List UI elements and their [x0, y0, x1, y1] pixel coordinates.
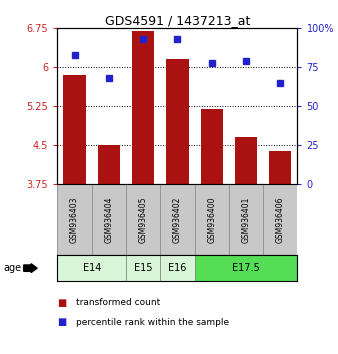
Text: transformed count: transformed count: [76, 298, 160, 307]
Text: E16: E16: [168, 263, 187, 273]
Bar: [132, 31, 154, 184]
Text: E15: E15: [134, 263, 152, 273]
Text: GSM936406: GSM936406: [276, 196, 285, 243]
Bar: [235, 137, 257, 184]
Bar: [64, 75, 86, 184]
Text: GSM936400: GSM936400: [207, 196, 216, 243]
Bar: [269, 152, 291, 184]
Bar: [57, 255, 126, 281]
Text: percentile rank within the sample: percentile rank within the sample: [76, 318, 229, 327]
Text: ■: ■: [57, 298, 67, 308]
Bar: [200, 109, 223, 184]
Text: ■: ■: [57, 317, 67, 327]
Text: E17.5: E17.5: [232, 263, 260, 273]
Text: E14: E14: [82, 263, 101, 273]
Bar: [98, 145, 120, 184]
Bar: [160, 255, 195, 281]
Text: GSM936403: GSM936403: [70, 196, 79, 243]
Text: GSM936404: GSM936404: [104, 196, 113, 243]
Bar: [126, 255, 160, 281]
Text: GSM936405: GSM936405: [139, 196, 148, 243]
Bar: [166, 59, 189, 184]
Text: GSM936402: GSM936402: [173, 196, 182, 243]
Bar: [195, 255, 297, 281]
Text: age: age: [3, 263, 22, 273]
Title: GDS4591 / 1437213_at: GDS4591 / 1437213_at: [105, 14, 250, 27]
Text: GSM936401: GSM936401: [242, 196, 250, 243]
